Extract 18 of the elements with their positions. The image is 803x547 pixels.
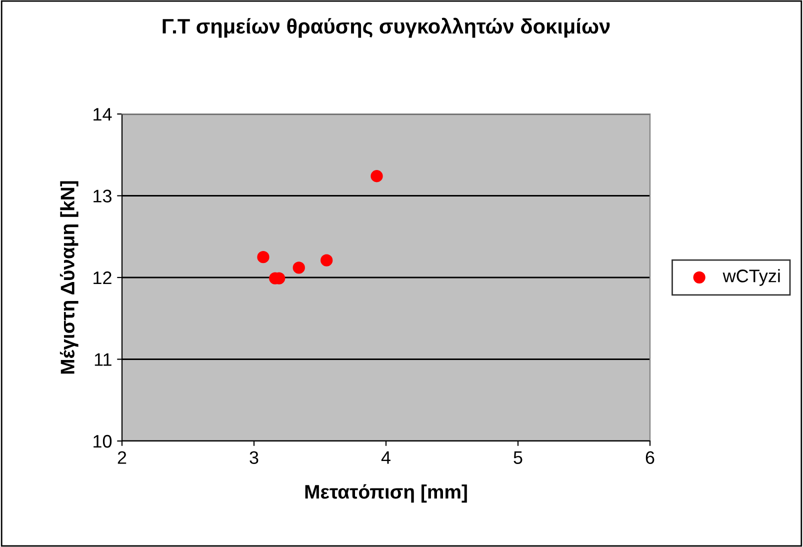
y-tick-label: 10 (94, 434, 112, 448)
y-tick-label: 11 (94, 353, 112, 366)
x-tick-label: 2 (118, 451, 126, 464)
x-tick-label: 4 (381, 451, 390, 464)
x-tick-label: 6 (646, 451, 654, 464)
y-tick-label: 14 (94, 108, 112, 121)
point (292, 262, 305, 274)
legend-label: wCTyzi (722, 269, 780, 286)
point (257, 250, 270, 264)
point (370, 170, 383, 182)
x-tick-label: 3 (250, 451, 258, 464)
y-tick-label: 13 (94, 190, 112, 202)
chart-title: Γ.Τ σημείων θραύσης συγκολλητών δοκιμίων (162, 18, 610, 38)
y-tick-label: 12 (94, 271, 112, 284)
x-tick-label: 5 (514, 451, 522, 464)
point (320, 254, 333, 266)
y-axis-title: Μέγιστη Δύναμη [kN] (60, 181, 78, 374)
x-axis-title: Μετατόπιση [mm] (305, 484, 467, 503)
